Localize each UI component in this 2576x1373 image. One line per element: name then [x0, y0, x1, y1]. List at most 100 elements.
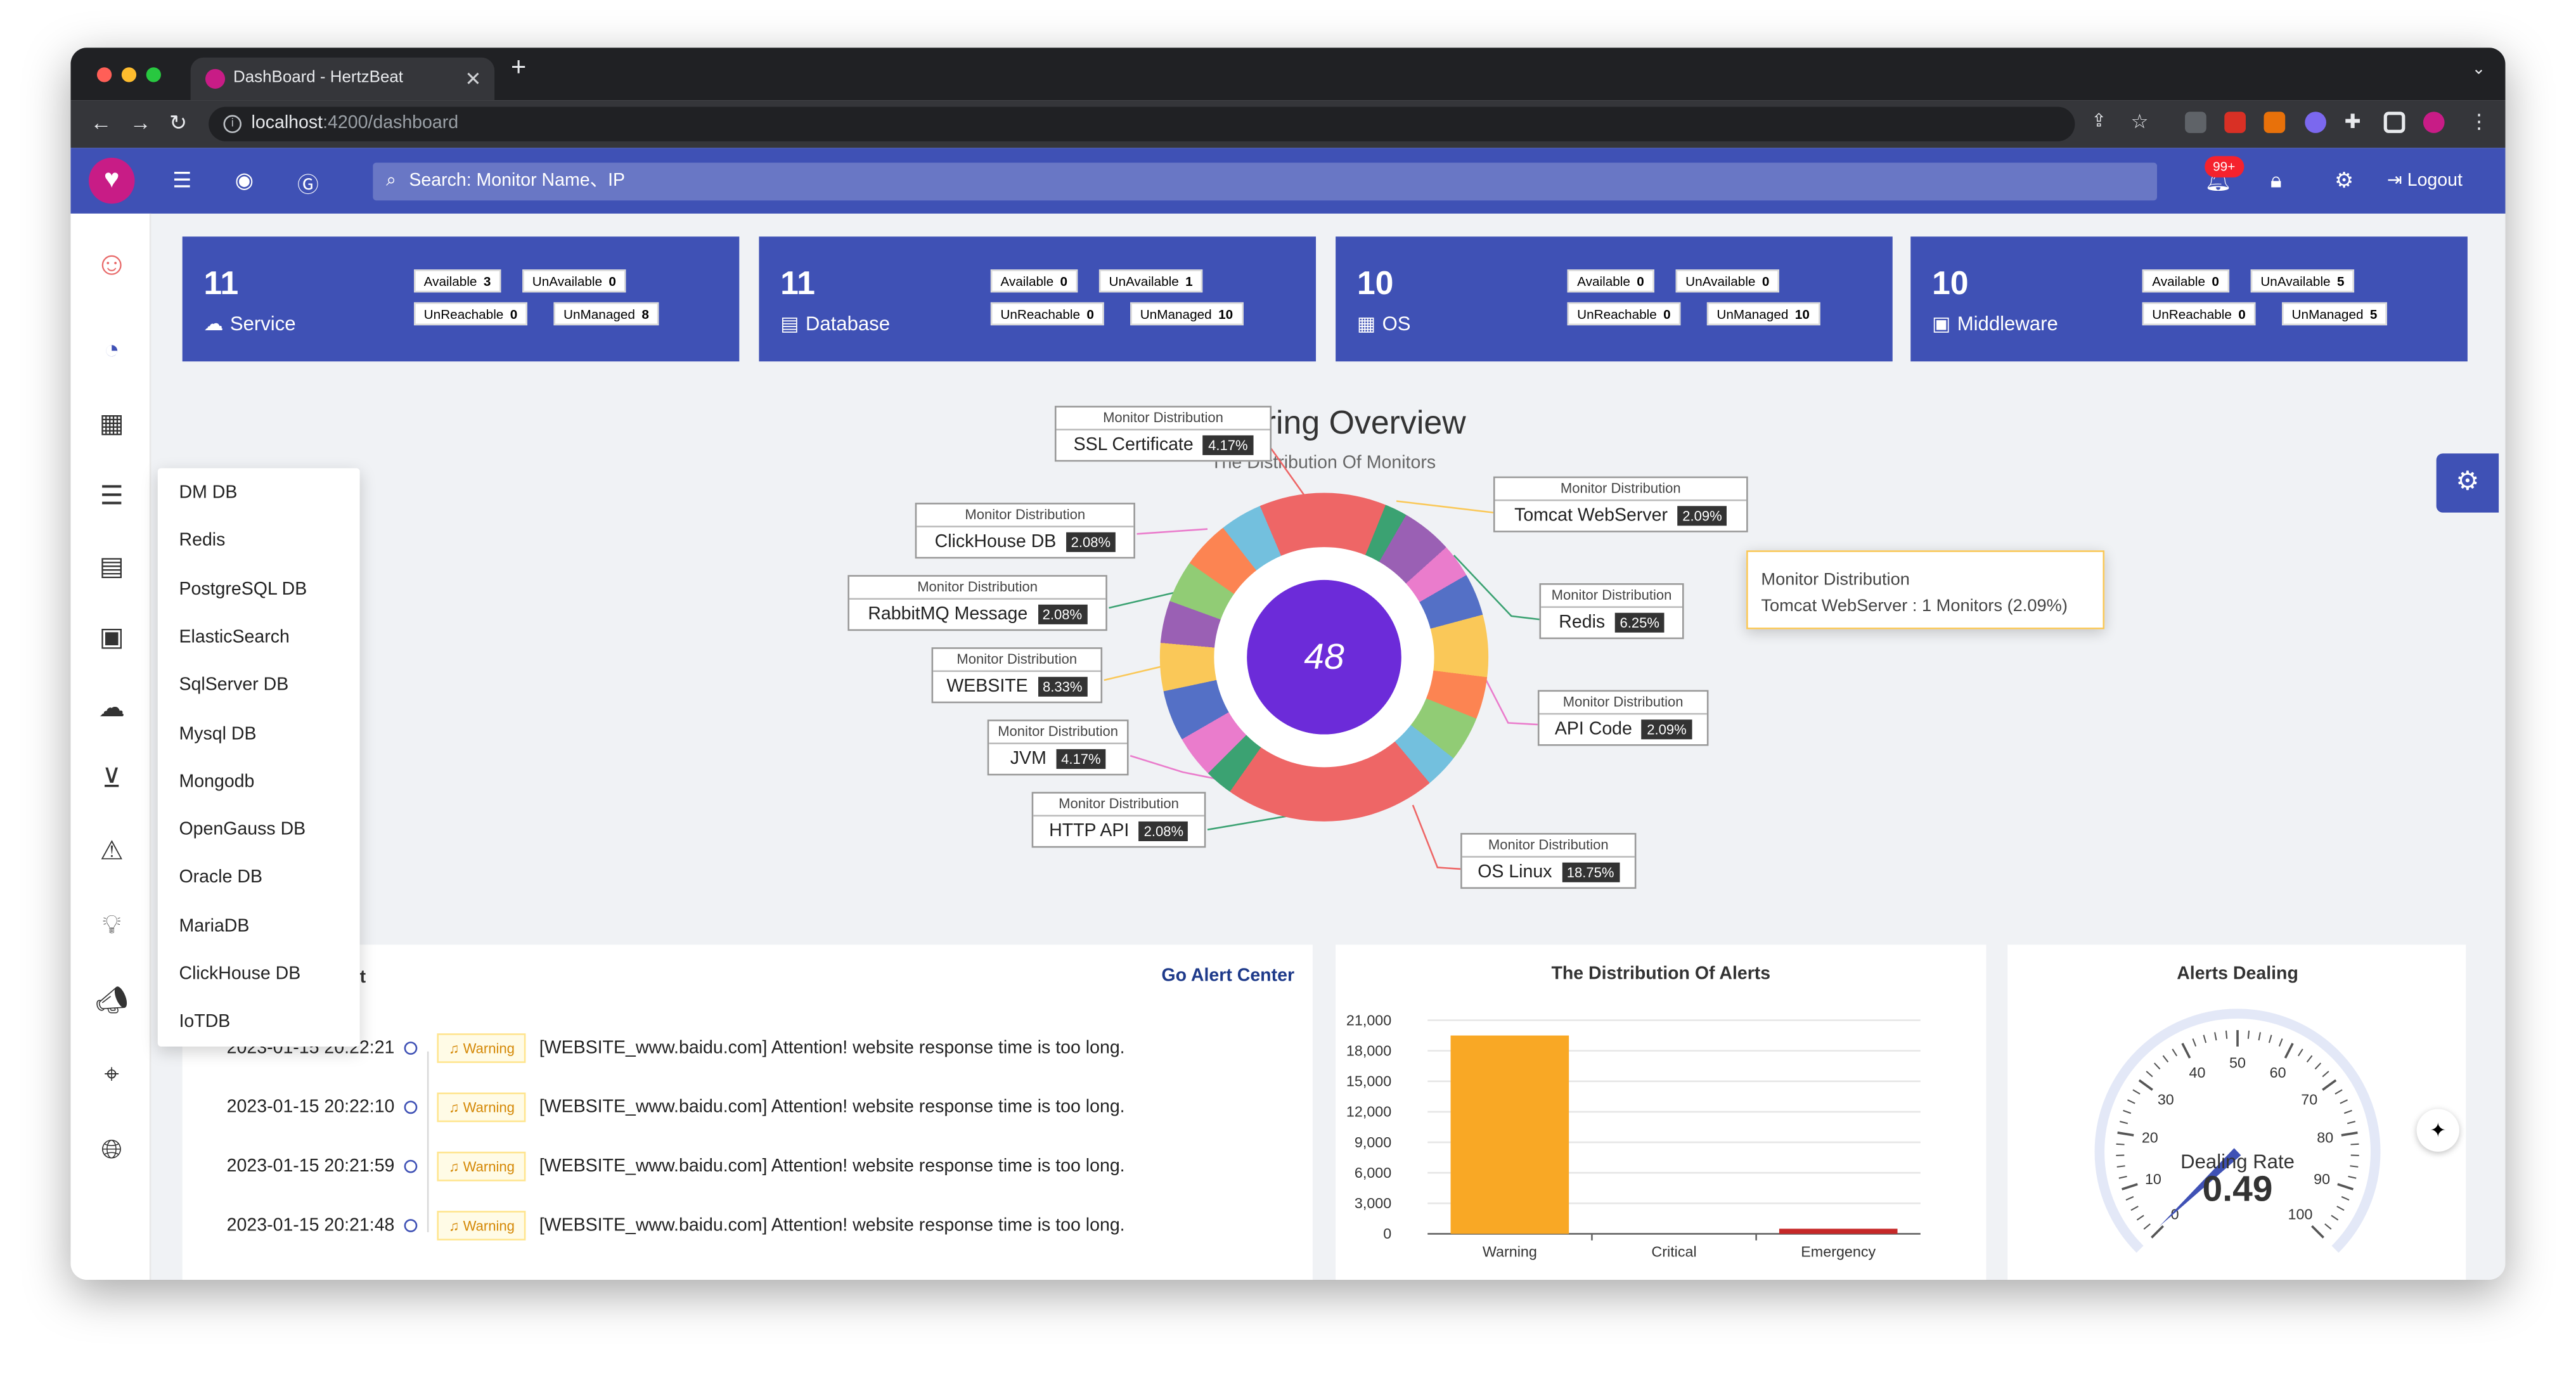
distribution-label[interactable]: Monitor Distribution JVM 4.17% [987, 719, 1129, 776]
dropdown-item[interactable]: PostgreSQL DB [179, 579, 307, 599]
back-arrow-icon[interactable]: ← [90, 110, 112, 135]
distribution-label[interactable]: Monitor Distribution SSL Certificate 4.17% [1054, 406, 1272, 462]
extension-icon[interactable] [2305, 112, 2326, 133]
monitor-distribution-donut[interactable]: 48 [1159, 493, 1489, 822]
forward-arrow-icon[interactable]: → [129, 110, 151, 135]
site-info-icon[interactable]: i [223, 115, 242, 133]
monitor-card-middleware[interactable]: 10 ▣ Middleware Available 0 UnAvailable 5 UnRea… [1910, 236, 2468, 362]
dropdown-item[interactable]: Redis [179, 531, 226, 551]
status-pill-unreachable[interactable]: UnReachable 0 [414, 302, 527, 326]
dropdown-item[interactable]: MariaDB [179, 916, 250, 936]
database-icon[interactable]: ☰ [100, 482, 124, 512]
status-label: UnAvailable [532, 274, 603, 290]
status-count: 5 [2336, 274, 2345, 290]
dashboard-icon[interactable]: ◔ [103, 337, 120, 365]
side-panel-icon[interactable] [2383, 112, 2405, 133]
tag-icon[interactable]: ⌖ [104, 1061, 119, 1090]
logout-button[interactable]: ⇥ Logout [2386, 171, 2463, 191]
bar-emergency[interactable] [1779, 1228, 1898, 1234]
minimize-window-button[interactable] [121, 67, 137, 82]
share-icon[interactable]: ⇪ [2091, 112, 2107, 132]
monitor-card-service[interactable]: 11 ☁ Service Available 3 UnAvailable 0 UnReacha… [182, 236, 740, 362]
dropdown-item[interactable]: Mongodb [179, 771, 255, 792]
global-icon[interactable]: 🌐︎ [101, 1137, 122, 1165]
github-icon[interactable]: ◉ [235, 167, 254, 193]
status-pill-unavailable[interactable]: UnAvailable 0 [522, 269, 626, 293]
new-tab-button[interactable]: + [511, 54, 527, 82]
status-pill-unmanaged[interactable]: UnManaged 8 [553, 302, 659, 326]
distribution-label[interactable]: Monitor Distribution Tomcat WebServer 2.09… [1493, 476, 1748, 532]
tab-search-chevron-icon[interactable]: ⌄ [2471, 60, 2486, 79]
alert-row[interactable]: 2023-01-15 20:21:59 ♫ Warning [WEBSITE_www… [227, 1150, 1125, 1183]
extensions-puzzle-icon[interactable]: ✚ [2344, 110, 2361, 133]
status-pill-unmanaged[interactable]: UnManaged 10 [1706, 302, 1820, 326]
alarm-icon[interactable]: ⚠ [100, 837, 124, 866]
distribution-label[interactable]: Monitor Distribution API Code 2.09% [1537, 690, 1709, 746]
distribution-label[interactable]: Monitor Distribution HTTP API 2.08% [1031, 792, 1206, 848]
status-pill-unmanaged[interactable]: UnManaged 5 [2282, 302, 2388, 326]
status-pill-unmanaged[interactable]: UnManaged 10 [1130, 302, 1243, 326]
status-pill-unavailable[interactable]: UnAvailable 5 [2250, 269, 2355, 293]
distribution-label[interactable]: Monitor Distribution Redis 6.25% [1539, 583, 1684, 640]
gitee-icon[interactable]: Ⓖ [297, 172, 319, 198]
distribution-label[interactable]: Monitor Distribution ClickHouse DB 2.08% [915, 503, 1135, 559]
middleware-icon[interactable]: ▣ [99, 624, 124, 652]
os-icon[interactable]: ▤ [99, 553, 124, 582]
alert-row[interactable]: 2023-01-15 20:21:48 ♫ Warning [WEBSITE_www… [227, 1209, 1125, 1242]
dropdown-item[interactable]: ElasticSearch [179, 627, 290, 647]
shirt-icon[interactable]: ⊻ [102, 765, 122, 794]
megaphone-icon[interactable]: 📣︎ [94, 987, 129, 1015]
distribution-label[interactable]: Monitor Distribution RabbitMQ Message 2.08… [847, 575, 1107, 631]
dropdown-item[interactable]: Oracle DB [179, 868, 263, 888]
status-pill-unavailable[interactable]: UnAvailable 1 [1098, 269, 1203, 293]
bar-warning[interactable] [1450, 1035, 1569, 1234]
search-input[interactable]: ⌕ Search: Monitor Name、IP [373, 162, 2158, 201]
monitor-card-database[interactable]: 11 ▤ Database Available 0 UnAvailable 1 UnReach… [759, 236, 1317, 362]
distribution-label[interactable]: Monitor Distribution WEBSITE 8.33% [931, 647, 1103, 704]
close-tab-icon[interactable]: ✕ [465, 67, 482, 91]
cloud-icon[interactable]: ☁ [98, 695, 125, 723]
alert-row[interactable]: 2023-01-15 20:22:21 ♫ Warning [WEBSITE_www… [227, 1032, 1125, 1065]
status-pill-unreachable[interactable]: UnReachable 0 [1567, 302, 1681, 326]
status-pill-unavailable[interactable]: UnAvailable 0 [1675, 269, 1779, 293]
go-alert-center-link[interactable]: Go Alert Center [1161, 965, 1295, 986]
bulb-icon[interactable]: 💡︎ [102, 912, 121, 940]
url-field[interactable]: i localhost:4200/dashboard [209, 106, 2075, 141]
collapse-menu-icon[interactable]: ☰ [172, 167, 192, 193]
browser-menu-icon[interactable]: ⋮ [2469, 110, 2489, 133]
magic-wand-icon[interactable]: ✦ [2416, 1109, 2459, 1152]
status-pill-available[interactable]: Available 0 [1567, 269, 1654, 293]
status-pill-available[interactable]: Available 0 [990, 269, 1078, 293]
dropdown-item[interactable]: IoTDB [179, 1012, 231, 1033]
dropdown-item[interactable]: SqlServer DB [179, 675, 289, 695]
profile-avatar[interactable] [2423, 112, 2445, 133]
browser-tab[interactable]: DashBoard - HertzBeat ✕ [190, 57, 495, 101]
dropdown-item[interactable]: OpenGauss DB [179, 820, 306, 840]
gauge-tick [2337, 1183, 2354, 1190]
alert-row[interactable]: 2023-01-15 20:22:10 ♫ Warning [WEBSITE_www… [227, 1091, 1125, 1124]
extension-icon[interactable] [2264, 112, 2286, 133]
close-window-button[interactable] [96, 67, 112, 82]
status-pill-available[interactable]: Available 0 [2142, 269, 2229, 293]
hertzbeat-logo[interactable]: ♥ [88, 157, 135, 204]
theme-settings-button[interactable]: ⚙ [2436, 453, 2499, 513]
extension-icon[interactable] [2224, 112, 2246, 133]
bookmark-star-icon[interactable]: ☆ [2130, 110, 2149, 133]
status-pill-available[interactable]: Available 3 [414, 269, 501, 293]
apps-grid-icon[interactable]: ▦ [99, 410, 124, 439]
extension-icon[interactable] [2185, 112, 2206, 133]
distribution-label[interactable]: Monitor Distribution OS Linux 18.75% [1460, 833, 1637, 889]
reload-icon[interactable]: ↻ [169, 110, 188, 135]
y-tick-label: 3,000 [1355, 1195, 1391, 1211]
monitor-card-os[interactable]: 10 ▦ OS Available 0 UnAvailable 0 UnReachable 0 U… [1336, 236, 1893, 362]
dropdown-item[interactable]: DM DB [179, 482, 238, 503]
dropdown-item[interactable]: Mysql DB [179, 723, 257, 744]
lock-icon[interactable]: 🔒︎ [2270, 167, 2282, 193]
user-avatar[interactable]: ☺ [94, 246, 129, 283]
gauge-tick [2192, 1038, 2197, 1047]
settings-gear-icon[interactable]: ⚙ [2334, 167, 2354, 193]
status-pill-unreachable[interactable]: UnReachable 0 [990, 302, 1104, 326]
status-pill-unreachable[interactable]: UnReachable 0 [2142, 302, 2256, 326]
dropdown-item[interactable]: ClickHouse DB [179, 964, 301, 984]
maximize-window-button[interactable] [146, 67, 161, 82]
